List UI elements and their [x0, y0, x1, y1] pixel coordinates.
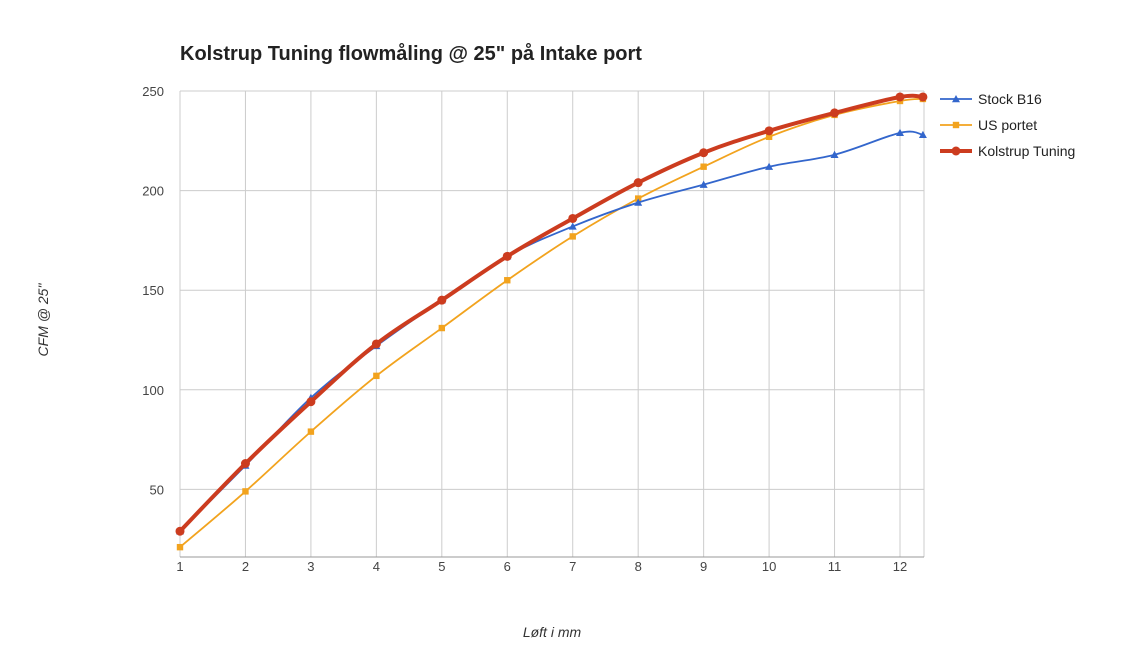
- x-tick-label: 5: [438, 559, 445, 574]
- y-tick-label: 150: [142, 283, 164, 298]
- x-tick-label: 2: [242, 559, 249, 574]
- data-point: [765, 133, 773, 141]
- x-tick-label: 4: [373, 559, 380, 574]
- data-point: [568, 213, 578, 223]
- data-point: [895, 92, 905, 102]
- data-point: [307, 428, 315, 435]
- data-point: [437, 295, 447, 305]
- data-point: [765, 162, 774, 170]
- legend: Stock B16 US portet Kolstrup Tuning: [940, 91, 1075, 159]
- x-axis-title: Løft i mm: [523, 624, 582, 640]
- data-point: [242, 488, 249, 495]
- y-tick-label: 50: [150, 482, 164, 497]
- data-point: [700, 163, 707, 170]
- data-point: [176, 543, 184, 551]
- data-point: [896, 128, 904, 137]
- x-tick-label: 1: [176, 559, 183, 574]
- series-line: [179, 130, 924, 532]
- y-axis-title: CFM @ 25": [35, 283, 51, 357]
- series-line: [179, 98, 923, 548]
- data-point: [306, 397, 316, 407]
- data-point: [699, 180, 708, 188]
- y-tick-label: 250: [142, 84, 164, 99]
- legend-label: US portet: [978, 117, 1037, 133]
- series-layer: [175, 92, 928, 551]
- legend-item: Kolstrup Tuning: [940, 143, 1075, 159]
- legend-marker: [952, 121, 960, 129]
- y-axis-ticks: 50 100 150 200 250: [142, 84, 164, 497]
- x-tick-label: 10: [762, 559, 776, 574]
- data-point: [764, 126, 774, 136]
- data-point: [438, 324, 446, 332]
- legend-marker: [952, 95, 960, 103]
- series-kolstrup-tuning: [175, 92, 928, 536]
- x-axis-ticks: 1 2 3 4 5 6 7 8 9 10 11 12: [176, 559, 907, 574]
- x-tick-label: 7: [569, 559, 576, 574]
- legend-label: Kolstrup Tuning: [978, 143, 1075, 159]
- data-point: [634, 198, 643, 206]
- x-tick-label: 12: [893, 559, 907, 574]
- data-point: [830, 150, 839, 158]
- legend-marker: [951, 146, 961, 156]
- series-stock-b16: [176, 128, 927, 535]
- x-tick-label: 6: [504, 559, 511, 574]
- legend-item: Stock B16: [940, 91, 1042, 107]
- data-point: [373, 372, 380, 380]
- legend-label: Stock B16: [978, 91, 1042, 107]
- y-tick-label: 100: [142, 383, 164, 398]
- legend-item: US portet: [940, 117, 1037, 133]
- chart-title: Kolstrup Tuning flowmåling @ 25" på Inta…: [180, 42, 642, 65]
- data-point: [569, 233, 576, 240]
- data-point: [918, 130, 927, 139]
- data-point: [175, 526, 185, 536]
- data-point: [371, 339, 381, 349]
- y-tick-label: 200: [142, 184, 164, 199]
- data-point: [568, 222, 577, 230]
- data-point: [699, 148, 709, 158]
- x-tick-label: 3: [307, 559, 314, 574]
- data-point: [918, 92, 928, 102]
- x-tick-label: 8: [635, 559, 642, 574]
- series-line: [178, 93, 924, 533]
- data-point: [502, 251, 512, 261]
- data-point: [504, 277, 511, 284]
- series-us-portet: [176, 95, 927, 551]
- x-tick-label: 11: [828, 559, 842, 574]
- x-tick-label: 9: [700, 559, 707, 574]
- data-point: [633, 178, 643, 188]
- data-point: [240, 459, 250, 469]
- grid: [179, 90, 925, 558]
- data-point: [830, 108, 840, 118]
